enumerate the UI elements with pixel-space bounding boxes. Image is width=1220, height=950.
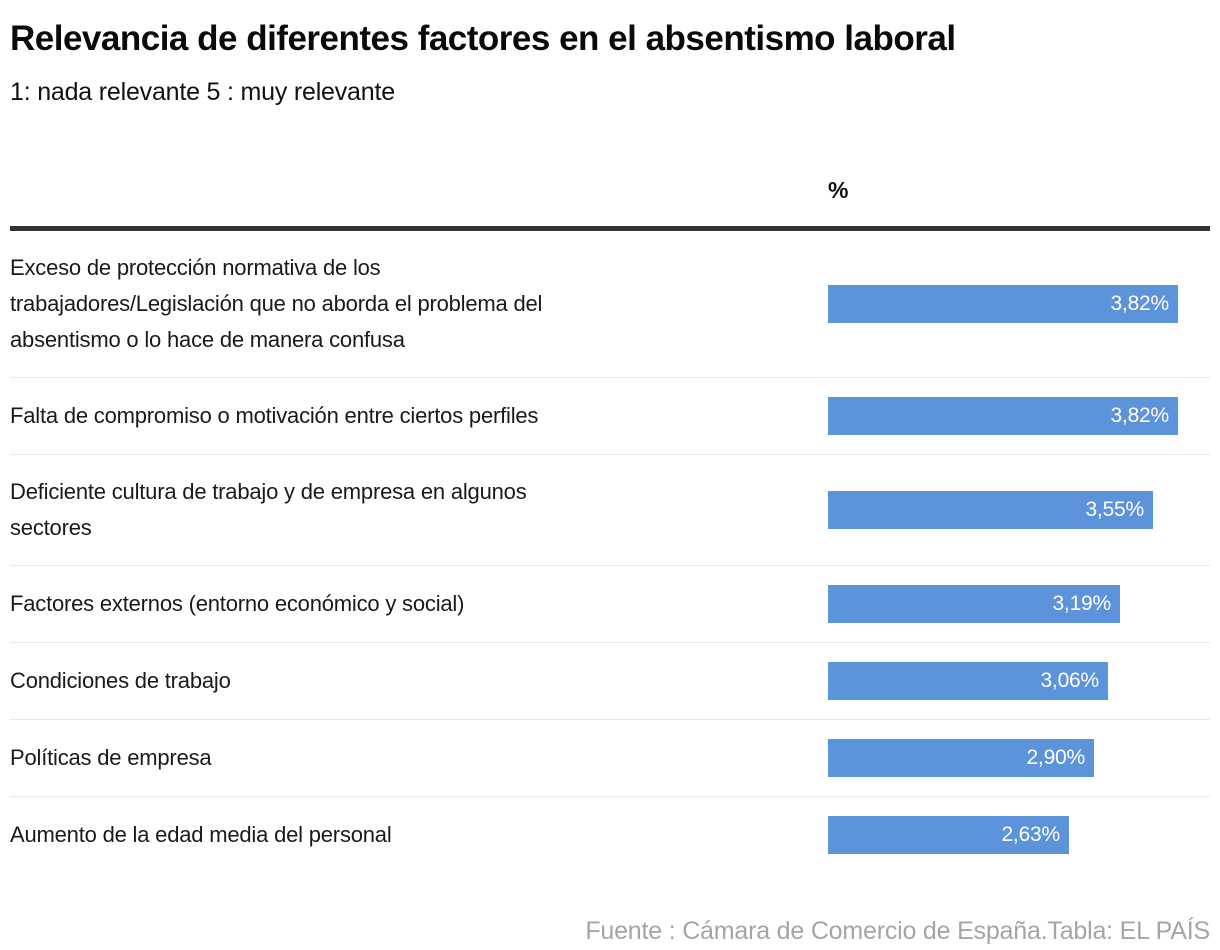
table-row: Factores externos (entorno económico y s… <box>10 566 1210 643</box>
bar-value-label: 3,06% <box>1040 669 1099 692</box>
bar: 2,63% <box>828 816 1069 854</box>
bar: 3,82% <box>828 285 1178 323</box>
label-column-spacer <box>10 174 828 206</box>
bar-value-label: 3,82% <box>1110 404 1169 427</box>
table-row: Aumento de la edad media del personal 2,… <box>10 797 1210 873</box>
bar: 3,55% <box>828 491 1153 529</box>
bar-value-label: 3,55% <box>1085 498 1144 521</box>
column-header-row: % <box>10 174 1210 206</box>
factor-label: Exceso de protección normativa de los tr… <box>10 255 543 352</box>
table-row: Exceso de protección normativa de los tr… <box>10 231 1210 378</box>
bar-value-label: 3,19% <box>1052 592 1111 615</box>
factor-label: Aumento de la edad media del personal <box>10 822 392 847</box>
bar: 3,06% <box>828 662 1108 700</box>
factor-label: Condiciones de trabajo <box>10 668 231 693</box>
bar-value-label: 2,63% <box>1001 823 1060 846</box>
bar-cell: 2,63% <box>828 816 1210 854</box>
bar: 2,90% <box>828 739 1094 777</box>
source-credit: Fuente : Cámara de Comercio de España.Ta… <box>585 917 1210 945</box>
bar-cell: 3,06% <box>828 662 1210 700</box>
factor-label: Deficiente cultura de trabajo y de empre… <box>10 479 527 540</box>
bar-cell: 3,19% <box>828 585 1210 623</box>
percent-column-header: % <box>828 177 849 203</box>
bar-cell: 3,82% <box>828 397 1210 435</box>
factor-label: Falta de compromiso o motivación entre c… <box>10 403 539 428</box>
bar-cell: 2,90% <box>828 739 1210 777</box>
bar: 3,82% <box>828 397 1178 435</box>
table-row: Condiciones de trabajo 3,06% <box>10 643 1210 720</box>
bar-cell: 3,55% <box>828 491 1210 529</box>
factor-label: Factores externos (entorno económico y s… <box>10 591 465 616</box>
bar: 3,19% <box>828 585 1120 623</box>
chart-title: Relevancia de diferentes factores en el … <box>10 19 956 58</box>
table-row: Falta de compromiso o motivación entre c… <box>10 378 1210 455</box>
bar-value-label: 2,90% <box>1026 746 1085 769</box>
table-row: Políticas de empresa 2,90% <box>10 720 1210 797</box>
bar-value-label: 3,82% <box>1110 292 1169 315</box>
chart-page: Relevancia de diferentes factores en el … <box>0 18 1220 947</box>
bar-table: Exceso de protección normativa de los tr… <box>10 226 1210 873</box>
chart-subtitle: 1: nada relevante 5 : muy relevante <box>10 78 395 106</box>
bar-cell: 3,82% <box>828 285 1210 323</box>
table-row: Deficiente cultura de trabajo y de empre… <box>10 455 1210 566</box>
factor-label: Políticas de empresa <box>10 745 212 770</box>
